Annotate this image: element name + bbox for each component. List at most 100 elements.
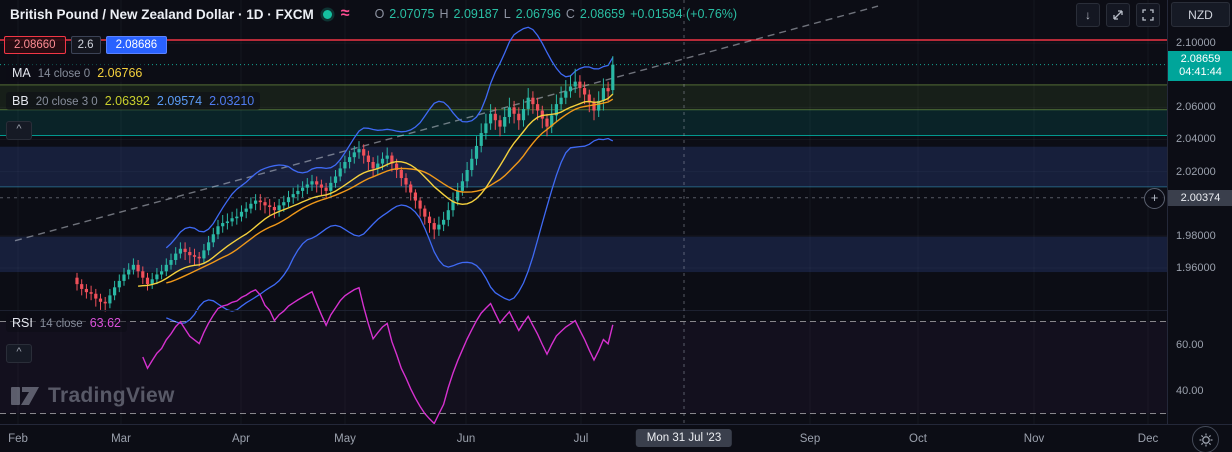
open-label: O [374,7,385,21]
candle-body [531,97,535,105]
trendline[interactable] [14,5,879,242]
candle-body [404,178,408,185]
candle-body [507,107,511,117]
time-axis-month-label: Jun [456,433,476,445]
time-axis-month-label: Oct [909,433,927,445]
price-axis[interactable]: NZD 2.08659 04:41:44 2.00374 2.10000 2.06… [1167,0,1232,424]
time-axis-month-label: Sep [799,433,821,445]
symbol-title[interactable]: British Pound / New Zealand Dollar · 1D … [10,6,314,22]
candle-body [578,81,582,89]
candle-body [324,187,328,191]
candle-body [395,163,399,171]
price-tick-label: 2.10000 [1176,37,1216,50]
candle-body [338,168,342,177]
rsi-tick-label: 60.00 [1176,338,1204,351]
candle-body [235,216,239,219]
candle-body [554,104,558,116]
rsi-legend-row[interactable]: RSI 14 close 63.62 [6,314,127,332]
candle-body [108,295,112,304]
price-tick-label: 2.02000 [1176,165,1216,178]
low-value: 2.06796 [515,7,561,21]
candle-body [169,260,173,265]
candle-body [286,197,291,203]
bb-params: 20 close 3 0 [35,96,98,108]
candle-body [526,97,530,109]
price-zone [0,109,1167,136]
candle-body [423,208,427,217]
market-status-icon[interactable] [322,9,332,19]
price-tick-label: 1.98000 [1176,229,1216,242]
candle-body [348,157,352,162]
ma-params: 14 close 0 [37,68,91,80]
rsi-pane-collapse-button[interactable]: ^ [6,344,32,363]
download-button[interactable]: ↓ [1076,3,1100,27]
add-alert-plus-button[interactable]: + [1144,188,1165,209]
candle-body [160,271,164,275]
candle-body [442,219,446,225]
rsi-line [142,286,614,424]
candle-body [418,200,422,209]
settings-button[interactable] [1192,426,1219,452]
main-pane-collapse-button[interactable]: ^ [6,121,32,140]
expand-pane-button[interactable] [1106,3,1130,27]
time-axis-month-label: Nov [1023,433,1045,445]
order-price-label[interactable]: 2.08686 [105,36,168,54]
candle-body [164,264,168,272]
candle-body [98,298,103,302]
candle-body [512,107,516,114]
candle-body [474,145,479,159]
candle-body [80,284,84,289]
candle-body [413,192,417,201]
time-axis-month-label: Mar [111,433,131,445]
time-axis[interactable]: Mon 31 Jul '23 Feb Mar Apr May Jun Jul Sep Oct N… [0,424,1232,452]
currency-button[interactable]: NZD [1171,2,1230,27]
squiggle-icon[interactable]: ≈ [340,5,350,22]
candle-body [456,190,460,201]
rsi-value: 63.62 [89,316,121,330]
high-label: H [439,7,449,21]
candle-body [230,218,234,222]
crosshair-date-label: Mon 31 Jul '23 [635,429,733,447]
candle-body [545,118,549,127]
candle-body [122,274,126,281]
pane-controls: ↓ [1076,3,1160,27]
bb-upper-line [165,26,614,249]
open-value: 2.07075 [389,7,435,21]
price-tick-label: 2.04000 [1176,133,1216,146]
chart-header: British Pound / New Zealand Dollar · 1D … [0,0,737,28]
ma-legend-row[interactable]: MA 14 close 0 2.06766 [6,64,149,82]
candle-body [521,108,526,121]
candle-body [479,133,483,146]
candle-body [493,113,497,121]
candle-body [357,149,361,153]
candle-body [249,203,253,209]
price-zone [0,146,1167,187]
rsi-params: 14 close [39,318,83,330]
order-quantity-label[interactable]: 2.6 [70,36,101,54]
ma-line [138,93,614,287]
candle-body [183,248,187,252]
candle-body [540,110,544,119]
candle-body [75,277,79,285]
close-label: C [565,7,575,21]
alert-price-label[interactable]: 2.08660 [4,36,66,54]
candle-body [131,264,135,270]
candle-body [136,264,140,272]
candle-body [263,202,267,206]
candle-body [296,190,300,195]
low-label: L [503,7,511,21]
rsi-band-fill [0,321,1167,414]
candle-body [399,170,403,179]
ma-value: 2.06766 [97,66,143,80]
fullscreen-button[interactable] [1136,3,1160,27]
fullscreen-icon [1142,9,1154,21]
candle-body [432,223,436,230]
candle-body [366,155,370,162]
bb-basis-value: 2.06392 [104,94,150,108]
bb-legend-row[interactable]: BB 20 close 3 0 2.06392 2.09574 2.03210 [6,92,261,110]
candle-body [211,234,215,243]
candle-body [489,113,493,124]
candle-body [174,253,178,261]
price-pane-chart[interactable] [0,0,1167,424]
